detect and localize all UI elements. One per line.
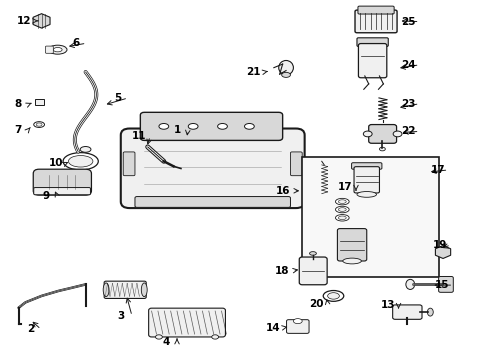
FancyBboxPatch shape xyxy=(121,129,304,208)
Text: 25: 25 xyxy=(401,17,415,27)
Ellipse shape xyxy=(293,319,302,324)
Polygon shape xyxy=(33,14,50,28)
Ellipse shape xyxy=(335,206,348,213)
Ellipse shape xyxy=(211,335,218,339)
Text: 22: 22 xyxy=(401,126,415,136)
Ellipse shape xyxy=(335,215,348,221)
Ellipse shape xyxy=(103,283,109,297)
Text: 24: 24 xyxy=(401,60,415,70)
Text: 20: 20 xyxy=(309,299,324,309)
FancyBboxPatch shape xyxy=(33,169,91,195)
FancyBboxPatch shape xyxy=(140,112,282,140)
Text: 17: 17 xyxy=(337,182,352,192)
Ellipse shape xyxy=(392,131,401,137)
Ellipse shape xyxy=(309,252,316,255)
Ellipse shape xyxy=(405,279,414,289)
Polygon shape xyxy=(150,150,160,158)
Text: 5: 5 xyxy=(114,93,121,103)
FancyBboxPatch shape xyxy=(438,276,452,292)
Text: 1: 1 xyxy=(173,125,180,135)
Ellipse shape xyxy=(338,200,346,203)
Ellipse shape xyxy=(217,123,227,129)
Ellipse shape xyxy=(379,147,385,151)
Ellipse shape xyxy=(159,123,168,129)
Ellipse shape xyxy=(363,131,371,137)
Text: 15: 15 xyxy=(434,280,449,290)
Text: 18: 18 xyxy=(274,266,288,276)
Ellipse shape xyxy=(356,192,376,197)
Text: 3: 3 xyxy=(118,311,124,321)
Ellipse shape xyxy=(68,156,93,167)
Ellipse shape xyxy=(278,60,293,75)
Ellipse shape xyxy=(34,122,44,127)
Ellipse shape xyxy=(338,208,346,211)
FancyBboxPatch shape xyxy=(392,305,421,319)
FancyBboxPatch shape xyxy=(357,6,393,14)
FancyBboxPatch shape xyxy=(299,257,326,285)
FancyBboxPatch shape xyxy=(286,320,308,333)
Polygon shape xyxy=(434,246,450,258)
FancyBboxPatch shape xyxy=(135,197,290,207)
FancyBboxPatch shape xyxy=(337,229,366,261)
FancyBboxPatch shape xyxy=(354,10,396,33)
Text: 10: 10 xyxy=(49,158,63,168)
FancyBboxPatch shape xyxy=(104,281,146,298)
FancyBboxPatch shape xyxy=(353,167,379,193)
Text: 4: 4 xyxy=(162,337,170,347)
FancyBboxPatch shape xyxy=(358,44,386,78)
Text: 8: 8 xyxy=(14,99,21,109)
Text: 19: 19 xyxy=(432,240,447,250)
FancyBboxPatch shape xyxy=(34,188,90,195)
Ellipse shape xyxy=(323,291,343,301)
Ellipse shape xyxy=(342,258,361,264)
Text: 7: 7 xyxy=(14,125,21,135)
Text: 13: 13 xyxy=(380,300,394,310)
Text: 21: 21 xyxy=(245,67,260,77)
Text: 9: 9 xyxy=(43,191,50,201)
Text: 11: 11 xyxy=(132,131,146,141)
FancyBboxPatch shape xyxy=(351,163,381,169)
Ellipse shape xyxy=(281,72,290,77)
FancyBboxPatch shape xyxy=(368,125,396,143)
FancyBboxPatch shape xyxy=(290,152,302,176)
Text: 6: 6 xyxy=(72,38,79,48)
Ellipse shape xyxy=(338,216,346,220)
FancyBboxPatch shape xyxy=(148,308,225,337)
Ellipse shape xyxy=(36,123,42,126)
FancyBboxPatch shape xyxy=(356,38,387,46)
Ellipse shape xyxy=(80,147,91,152)
Ellipse shape xyxy=(155,335,162,339)
FancyBboxPatch shape xyxy=(35,99,44,105)
Ellipse shape xyxy=(48,45,67,54)
Text: 14: 14 xyxy=(265,323,280,333)
Ellipse shape xyxy=(327,293,339,299)
Ellipse shape xyxy=(188,123,198,129)
Ellipse shape xyxy=(244,123,254,129)
Text: 12: 12 xyxy=(17,16,32,26)
Ellipse shape xyxy=(63,153,98,170)
Ellipse shape xyxy=(335,198,348,205)
Ellipse shape xyxy=(53,48,62,52)
Text: 2: 2 xyxy=(27,324,34,334)
Ellipse shape xyxy=(427,308,432,316)
Text: 23: 23 xyxy=(401,99,415,109)
Text: 17: 17 xyxy=(429,165,444,175)
FancyBboxPatch shape xyxy=(45,46,53,53)
Ellipse shape xyxy=(141,283,147,297)
Bar xyxy=(302,157,438,277)
FancyBboxPatch shape xyxy=(123,152,135,176)
Text: 16: 16 xyxy=(275,186,289,196)
